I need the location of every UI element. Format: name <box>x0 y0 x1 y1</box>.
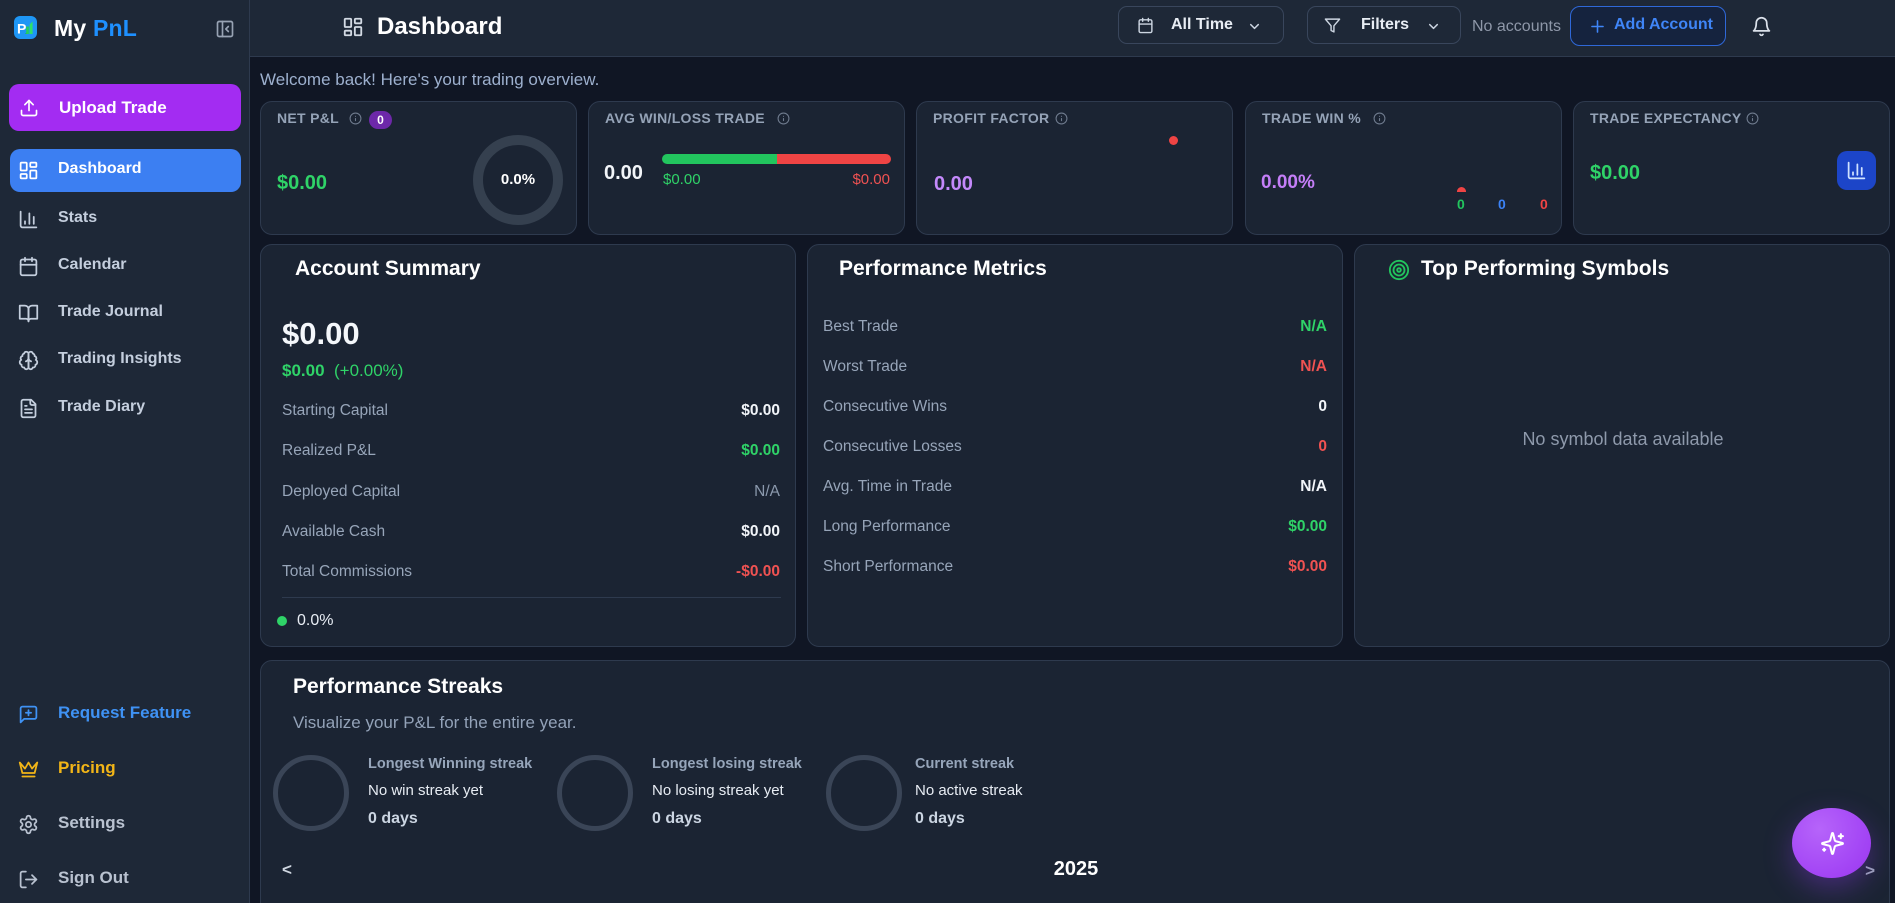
svg-text:P: P <box>17 21 26 37</box>
